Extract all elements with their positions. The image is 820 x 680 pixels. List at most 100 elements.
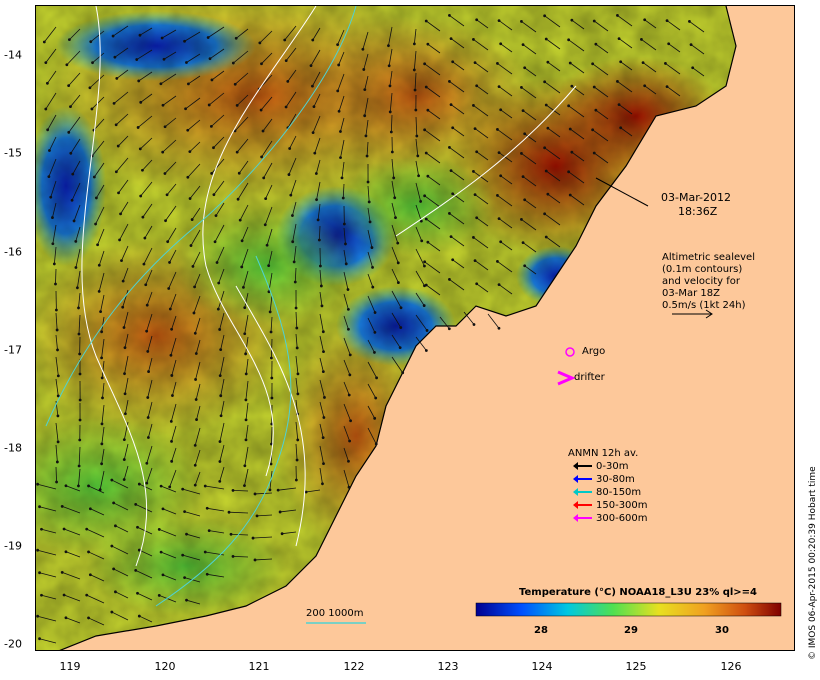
velocity-arrow: [388, 26, 393, 46]
velocity-arrow-head: [181, 487, 185, 491]
velocity-arrow-head: [336, 89, 340, 93]
velocity-arrow-head: [270, 376, 274, 380]
velocity-arrow-head: [207, 529, 211, 533]
velocity-arrow-head: [688, 20, 691, 23]
velocity-arrow: [118, 179, 129, 194]
velocity-arrow: [427, 241, 441, 252]
velocity-arrow: [186, 599, 201, 605]
velocity-arrow-head: [244, 352, 248, 356]
velocity-arrow-head: [319, 264, 322, 268]
velocity-arrow: [211, 70, 225, 81]
velocity-arrow: [124, 377, 129, 394]
velocity-arrow-head: [323, 396, 326, 399]
altimetry-line-4: 03-Mar 18Z: [662, 288, 720, 299]
velocity-arrow: [343, 359, 351, 376]
velocity-arrow-head: [116, 144, 120, 148]
velocity-arrow-head: [64, 616, 68, 620]
velocity-arrow: [343, 403, 351, 421]
velocity-arrow-head: [419, 219, 423, 223]
colorbar-tick-30: 30: [715, 625, 729, 636]
velocity-arrow-head: [36, 614, 40, 618]
velocity-arrow: [255, 492, 273, 495]
velocity-arrow-head: [473, 127, 477, 130]
velocity-arrow-head: [209, 124, 213, 128]
velocity-arrow-head: [472, 323, 476, 326]
velocity-arrow: [452, 259, 465, 269]
velocity-arrow: [295, 355, 299, 374]
velocity-arrow-head: [170, 439, 173, 443]
velocity-arrow-head: [243, 464, 247, 468]
velocity-arrow: [213, 180, 225, 195]
velocity-arrow: [388, 48, 393, 66]
velocity-arrow-head: [311, 131, 315, 135]
velocity-arrow: [187, 163, 201, 178]
velocity-arrow-head: [363, 114, 367, 118]
velocity-arrow-head: [643, 84, 647, 88]
velocity-arrow-head: [260, 155, 264, 159]
velocity-arrow: [90, 574, 105, 582]
velocity-arrow: [367, 317, 376, 333]
velocity-arrow: [160, 485, 177, 493]
velocity-arrow: [234, 72, 249, 85]
velocity-arrow: [391, 224, 399, 244]
velocity-arrow-head: [137, 548, 141, 552]
velocity-arrow-head: [567, 38, 571, 42]
velocity-arrow: [367, 273, 374, 288]
y-tick-minus19: -19: [4, 539, 22, 553]
velocity-arrow-head: [75, 286, 79, 290]
velocity-arrow: [213, 136, 225, 148]
velocity-arrow: [571, 19, 585, 30]
velocity-arrow: [449, 213, 465, 225]
velocity-arrow: [62, 571, 81, 580]
velocity-arrow-head: [348, 373, 352, 377]
velocity-arrow-head: [617, 37, 621, 40]
velocity-arrow: [568, 39, 585, 52]
velocity-arrow-head: [94, 222, 97, 226]
velocity-arrow-head: [616, 80, 619, 83]
velocity-arrow-head: [347, 393, 351, 397]
overlay-layer: [36, 6, 782, 644]
velocity-arrow: [207, 26, 225, 38]
velocity-arrow: [362, 31, 369, 50]
velocity-arrow-head: [46, 81, 49, 85]
isobath-label: 200 1000m: [306, 608, 364, 619]
velocity-arrow-head: [475, 18, 479, 22]
velocity-arrow-head: [44, 61, 48, 65]
velocity-arrow-head: [594, 42, 598, 46]
velocity-arrow-head: [192, 311, 196, 315]
velocity-arrow: [101, 426, 105, 444]
velocity-arrow-head: [448, 212, 451, 215]
velocity-arrow: [88, 551, 105, 560]
velocity-arrow: [497, 261, 513, 273]
velocity-arrow-head: [447, 327, 451, 331]
velocity-arrow-head: [475, 150, 479, 154]
velocity-arrow-head: [340, 176, 344, 180]
velocity-arrow-head: [55, 460, 59, 464]
velocity-arrow: [295, 443, 298, 460]
velocity-arrow-head: [424, 19, 428, 23]
velocity-arrow: [424, 261, 441, 274]
velocity-arrow-head: [311, 38, 315, 42]
velocity-arrow: [123, 311, 129, 328]
velocity-arrow: [185, 97, 201, 110]
velocity-arrow-head: [195, 418, 198, 421]
velocity-arrow-head: [349, 419, 352, 423]
velocity-arrow-head: [373, 351, 376, 354]
velocity-arrow-head: [188, 150, 192, 154]
velocity-arrow: [690, 44, 705, 55]
velocity-arrow-head: [77, 484, 80, 488]
velocity-arrow-head: [91, 61, 94, 65]
velocity-arrow-head: [288, 147, 292, 150]
velocity-arrow: [570, 128, 585, 140]
legend-label: 150-300m: [596, 500, 648, 511]
velocity-arrow-head: [146, 416, 150, 419]
velocity-arrow: [312, 115, 321, 133]
velocity-arrow-head: [284, 105, 288, 109]
velocity-arrow-head: [276, 488, 280, 492]
velocity-arrow: [147, 335, 153, 352]
velocity-arrow-head: [423, 62, 427, 66]
velocity-arrow-head: [193, 483, 197, 487]
velocity-arrow-head: [165, 193, 169, 197]
velocity-arrow-head: [346, 288, 350, 291]
velocity-arrow-head: [592, 85, 596, 89]
